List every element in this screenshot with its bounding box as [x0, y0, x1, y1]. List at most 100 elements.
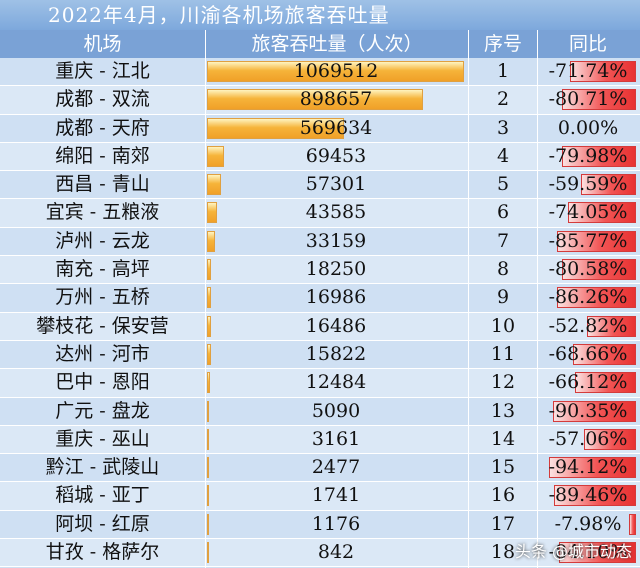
yoy-bar	[628, 513, 636, 535]
airport-cell: 重庆 - 江北	[55, 60, 150, 82]
passenger-bar	[207, 230, 215, 252]
rank-cell: 14	[490, 427, 516, 450]
yoy-cell: -90.35%	[548, 399, 628, 422]
airport-cell: 阿坝 - 红原	[55, 512, 150, 535]
passengers-cell: 5090	[311, 399, 361, 422]
table-row[interactable]: 西昌 - 青山 57301 5 -59.59%	[0, 171, 640, 200]
yoy-cell: -80.71%	[548, 88, 628, 111]
yoy-cell: -59.59%	[548, 173, 628, 196]
header-rank[interactable]: 序号	[483, 33, 522, 55]
passengers-cell: 1069512	[293, 60, 379, 82]
passenger-bar	[207, 174, 221, 196]
table-row[interactable]: 重庆 - 巫山 3161 14 -57.06%	[0, 425, 640, 455]
rank-cell: 5	[496, 173, 510, 196]
passenger-bar	[207, 117, 344, 139]
yoy-cell: -68.66%	[548, 342, 628, 365]
passenger-bar	[207, 315, 211, 337]
header-yoy[interactable]: 同比	[568, 33, 607, 55]
header-airport[interactable]: 机场	[83, 33, 122, 55]
table-row[interactable]: 绵阳 - 南郊 69453 4 -79.98%	[0, 142, 640, 172]
airport-cell: 稻城 - 亚丁	[55, 484, 150, 507]
passengers-cell: 69453	[305, 144, 367, 167]
yoy-bar	[558, 542, 636, 564]
table-row[interactable]: 万州 - 五桥 16986 9 -86.26%	[0, 284, 640, 313]
yoy-bar	[583, 428, 636, 450]
table-row[interactable]: 广元 - 盘龙 5090 13 -90.35%	[0, 398, 640, 426]
passengers-cell: 16486	[305, 314, 367, 337]
yoy-bar	[553, 485, 636, 507]
table-row[interactable]: 甘孜 - 格萨尔 842 18 -84.10%	[0, 539, 640, 568]
yoy-cell: -71.74%	[548, 60, 628, 82]
header-passengers[interactable]: 旅客吞吐量（人次）	[251, 33, 423, 55]
yoy-cell: -85.77%	[548, 229, 628, 252]
yoy-bar	[557, 230, 636, 252]
table-header: 机场 旅客吞吐量（人次） 序号 同比	[0, 30, 640, 58]
passenger-bar	[207, 145, 224, 167]
yoy-cell: 0.00%	[557, 116, 619, 139]
airport-cell: 攀枝花 - 保安营	[36, 314, 169, 337]
rank-cell: 17	[490, 512, 516, 535]
yoy-cell: -89.46%	[548, 484, 628, 507]
table-row[interactable]: 重庆 - 江北 1069512 1 -71.74%	[0, 58, 640, 87]
yoy-bar	[570, 61, 636, 82]
table-row[interactable]: 巴中 - 恩阳 12484 12 -66.12%	[0, 369, 640, 398]
yoy-cell: -57.06%	[548, 427, 628, 450]
rank-cell: 8	[496, 258, 510, 281]
rank-cell: 1	[496, 60, 510, 82]
table-row[interactable]: 南充 - 高坪 18250 8 -80.58%	[0, 256, 640, 285]
table-row[interactable]: 泸州 - 云龙 33159 7 -85.77%	[0, 228, 640, 257]
rank-cell: 2	[496, 88, 510, 111]
yoy-cell: -7.98%	[554, 512, 622, 535]
rank-cell: 16	[490, 484, 516, 507]
yoy-bar	[587, 315, 636, 337]
airport-cell: 甘孜 - 格萨尔	[45, 541, 160, 564]
airport-cell: 万州 - 五桥	[55, 286, 150, 309]
airport-cell: 宜宾 - 五粮液	[45, 201, 160, 224]
passengers-cell: 3161	[311, 427, 361, 450]
passengers-cell: 569634	[299, 116, 373, 139]
column-divider	[205, 30, 206, 568]
passenger-bar	[207, 542, 209, 564]
airport-cell: 成都 - 双流	[55, 88, 150, 111]
rank-cell: 18	[490, 541, 516, 564]
data-table: 重庆 - 江北 1069512 1 -71.74% 成都 - 双流 898657 2 -80.…	[0, 58, 640, 568]
yoy-cell: -80.58%	[548, 258, 628, 281]
passenger-bar	[207, 89, 423, 111]
table-row[interactable]: 攀枝花 - 保安营 16486 10 -52.82%	[0, 312, 640, 341]
passenger-bar	[207, 485, 209, 507]
yoy-cell: -86.26%	[548, 286, 628, 309]
passenger-bar	[207, 343, 211, 365]
table-row[interactable]: 阿坝 - 红原 1176 17 -7.98%	[0, 511, 640, 540]
rank-cell: 6	[496, 201, 510, 224]
rank-cell: 7	[496, 229, 510, 252]
table-row[interactable]: 达州 - 河市 15822 11 -68.66%	[0, 341, 640, 370]
yoy-cell: -66.12%	[548, 371, 628, 394]
yoy-bar	[552, 400, 636, 422]
table-row[interactable]: 宜宾 - 五粮液 43585 6 -74.05%	[0, 199, 640, 228]
yoy-bar	[562, 145, 636, 167]
table-row[interactable]: 黔江 - 武陵山 2477 15 -94.12%	[0, 454, 640, 483]
airport-cell: 黔江 - 武陵山	[45, 456, 160, 479]
passengers-cell: 1741	[311, 484, 361, 507]
yoy-bar	[575, 372, 636, 394]
yoy-bar	[556, 287, 636, 309]
yoy-cell: -94.12%	[548, 456, 628, 479]
rank-cell: 4	[496, 144, 510, 167]
table-row[interactable]: 成都 - 天府 569634 3 0.00%	[0, 115, 640, 143]
passengers-cell: 33159	[305, 229, 367, 252]
yoy-cell: -52.82%	[548, 314, 628, 337]
yoy-bar	[561, 89, 636, 111]
passengers-cell: 16986	[305, 286, 367, 309]
passengers-cell: 898657	[299, 88, 373, 111]
table-row[interactable]: 稻城 - 亚丁 1741 16 -89.46%	[0, 482, 640, 511]
watermark-text: 头条 @城市动态	[514, 542, 632, 561]
yoy-bar	[581, 174, 636, 196]
passenger-bar	[207, 202, 218, 224]
yoy-bar	[572, 343, 636, 365]
page-title: 2022年4月，川渝各机场旅客吞吐量	[0, 0, 640, 30]
airport-cell: 重庆 - 巫山	[55, 427, 150, 450]
passengers-cell: 57301	[305, 173, 367, 196]
yoy-bar	[567, 202, 636, 224]
table-row[interactable]: 成都 - 双流 898657 2 -80.71%	[0, 86, 640, 115]
passengers-cell: 2477	[311, 456, 361, 479]
